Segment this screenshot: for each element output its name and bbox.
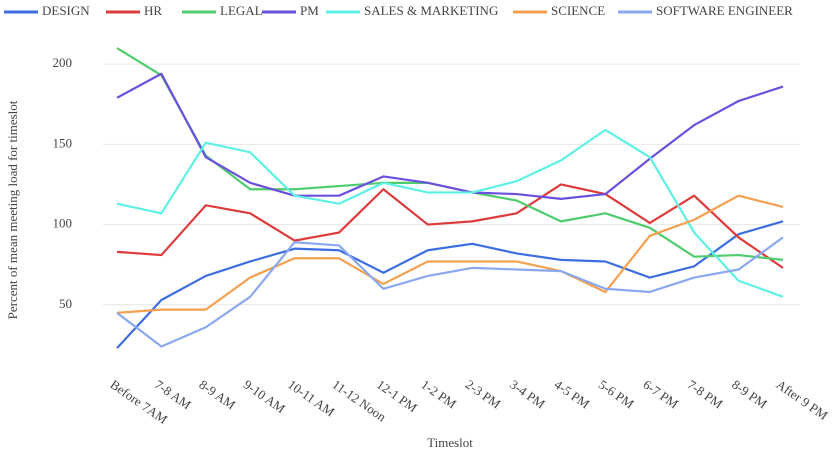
x-tick-label: 5-6 PM	[596, 377, 637, 412]
legend-label: HR	[144, 3, 162, 18]
legend-label: SOFTWARE ENGINEER	[656, 3, 793, 18]
x-tick-label: 7-8 PM	[685, 377, 726, 412]
legend-label: DESIGN	[42, 3, 90, 18]
series-line	[116, 194, 784, 314]
x-tick-label: 10-11 AM	[285, 377, 338, 420]
x-tick-label: After 9 PM	[774, 377, 831, 424]
series-line	[116, 72, 784, 200]
y-tick-label: 200	[53, 55, 73, 70]
y-tick-label: 100	[53, 216, 73, 231]
y-axis-title: Percent of mean meeting load for timeslo…	[5, 100, 20, 319]
x-tick-label: 6-7 PM	[640, 377, 681, 412]
legend-label: SCIENCE	[551, 3, 605, 18]
x-tick-label: 3-4 PM	[507, 377, 548, 412]
series-line	[116, 47, 784, 261]
x-tick-label: 1-2 PM	[418, 377, 459, 412]
x-tick-label: 2-3 PM	[463, 377, 504, 412]
x-tick-label: 9-10 AM	[241, 377, 289, 417]
series-line	[116, 220, 784, 349]
x-tick-label: 8-9 PM	[729, 377, 770, 412]
series-line	[116, 128, 784, 298]
legend: DESIGN HR LEGAL PM SALES & MARKETING SCIENCE S…	[4, 3, 793, 18]
series-line	[116, 183, 784, 269]
x-tick-label: 4-5 PM	[552, 377, 593, 412]
legend-label: PM	[300, 3, 319, 18]
legend-label: SALES & MARKETING	[364, 3, 498, 18]
y-tick-label: 50	[59, 296, 72, 311]
series-line	[116, 236, 784, 348]
x-tick-label: 8-9 AM	[196, 377, 238, 413]
x-axis-title: Timeslot	[427, 435, 473, 450]
y-tick-label: 150	[53, 135, 73, 150]
legend-label: LEGAL	[220, 3, 263, 18]
